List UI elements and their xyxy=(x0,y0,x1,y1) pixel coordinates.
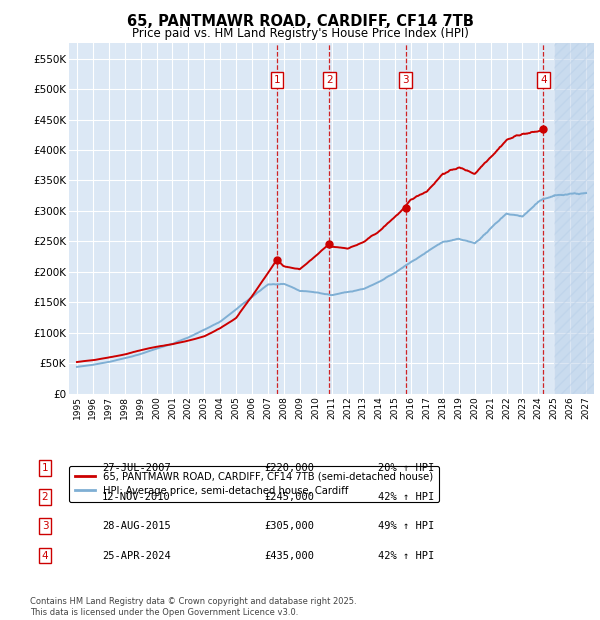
Text: 42% ↑ HPI: 42% ↑ HPI xyxy=(378,492,434,502)
Text: 65, PANTMAWR ROAD, CARDIFF, CF14 7TB: 65, PANTMAWR ROAD, CARDIFF, CF14 7TB xyxy=(127,14,473,29)
Text: 1: 1 xyxy=(41,463,49,473)
Text: 42% ↑ HPI: 42% ↑ HPI xyxy=(378,551,434,560)
Text: £435,000: £435,000 xyxy=(264,551,314,560)
Text: £305,000: £305,000 xyxy=(264,521,314,531)
Text: 25-APR-2024: 25-APR-2024 xyxy=(102,551,171,560)
Text: 2: 2 xyxy=(326,75,333,85)
Text: 3: 3 xyxy=(403,75,409,85)
Text: £220,000: £220,000 xyxy=(264,463,314,473)
Bar xyxy=(554,43,594,394)
Text: Price paid vs. HM Land Registry's House Price Index (HPI): Price paid vs. HM Land Registry's House … xyxy=(131,27,469,40)
Text: 27-JUL-2007: 27-JUL-2007 xyxy=(102,463,171,473)
Text: Contains HM Land Registry data © Crown copyright and database right 2025.
This d: Contains HM Land Registry data © Crown c… xyxy=(30,598,356,617)
Text: 1: 1 xyxy=(274,75,280,85)
Text: 2: 2 xyxy=(41,492,49,502)
Text: £245,000: £245,000 xyxy=(264,492,314,502)
Bar xyxy=(554,43,594,394)
Text: 49% ↑ HPI: 49% ↑ HPI xyxy=(378,521,434,531)
Text: 20% ↑ HPI: 20% ↑ HPI xyxy=(378,463,434,473)
Text: 3: 3 xyxy=(41,521,49,531)
Legend: 65, PANTMAWR ROAD, CARDIFF, CF14 7TB (semi-detached house), HPI: Average price, : 65, PANTMAWR ROAD, CARDIFF, CF14 7TB (se… xyxy=(69,466,439,502)
Text: 28-AUG-2015: 28-AUG-2015 xyxy=(102,521,171,531)
Text: 12-NOV-2010: 12-NOV-2010 xyxy=(102,492,171,502)
Text: 4: 4 xyxy=(41,551,49,560)
Text: 4: 4 xyxy=(540,75,547,85)
